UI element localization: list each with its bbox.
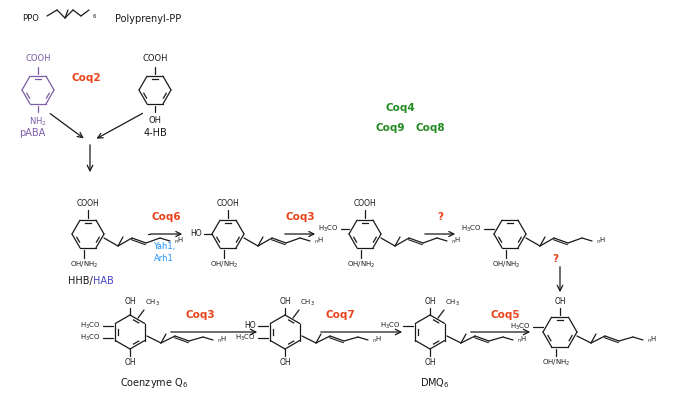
Text: $_{6}$: $_{6}$ xyxy=(92,12,98,21)
Text: $_n$H: $_n$H xyxy=(517,335,527,345)
Text: PPO: PPO xyxy=(22,14,39,23)
Text: COOH: COOH xyxy=(76,199,100,208)
Text: HO: HO xyxy=(244,322,256,330)
Text: OH: OH xyxy=(279,358,291,367)
Text: Coq3: Coq3 xyxy=(285,212,315,222)
Text: COOH: COOH xyxy=(25,54,50,63)
Text: HHB/: HHB/ xyxy=(68,276,93,286)
Text: Coq9: Coq9 xyxy=(375,123,404,133)
Text: OH/NH$_2$: OH/NH$_2$ xyxy=(542,358,570,368)
Text: 4-HB: 4-HB xyxy=(143,128,167,138)
Text: $_n$H: $_n$H xyxy=(314,236,324,246)
Text: H$_3$CO: H$_3$CO xyxy=(462,224,482,234)
Text: Arh1: Arh1 xyxy=(154,254,174,263)
Text: H$_3$CO: H$_3$CO xyxy=(381,321,401,331)
Text: OH: OH xyxy=(149,116,162,125)
Text: OH: OH xyxy=(279,297,291,306)
Text: HAB: HAB xyxy=(93,276,114,286)
Text: COOH: COOH xyxy=(354,199,376,208)
Text: $_n$H: $_n$H xyxy=(217,335,227,345)
Text: NH$_2$: NH$_2$ xyxy=(29,116,47,128)
Text: Coq4: Coq4 xyxy=(385,103,415,113)
Text: OH/NH$_2$: OH/NH$_2$ xyxy=(492,260,520,270)
Text: OH: OH xyxy=(124,358,136,367)
Text: Coenzyme Q$_6$: Coenzyme Q$_6$ xyxy=(120,376,188,390)
Text: OH: OH xyxy=(554,297,566,306)
Text: ?: ? xyxy=(437,212,443,222)
Text: DMQ$_6$: DMQ$_6$ xyxy=(420,376,450,390)
Text: $_n$H: $_n$H xyxy=(451,236,461,246)
Text: CH$_3$: CH$_3$ xyxy=(145,298,160,308)
Text: CH$_3$: CH$_3$ xyxy=(445,298,460,308)
Text: COOH: COOH xyxy=(217,199,239,208)
Text: Coq5: Coq5 xyxy=(490,310,520,320)
Text: Coq8: Coq8 xyxy=(415,123,445,133)
Text: HO: HO xyxy=(190,229,202,239)
Text: OH/NH$_2$: OH/NH$_2$ xyxy=(210,260,238,270)
Text: Yah1,: Yah1, xyxy=(153,242,175,251)
Text: OH: OH xyxy=(424,358,436,367)
Text: H$_3$CO: H$_3$CO xyxy=(235,333,256,343)
Text: H$_3$CO: H$_3$CO xyxy=(510,322,531,332)
Text: $_n$H: $_n$H xyxy=(596,236,606,246)
Text: $_n$H: $_n$H xyxy=(647,335,657,345)
Text: Coq2: Coq2 xyxy=(72,73,102,83)
Text: ?: ? xyxy=(552,254,558,264)
Text: H$_3$CO: H$_3$CO xyxy=(318,224,339,234)
Text: H$_3$CO: H$_3$CO xyxy=(80,333,101,343)
Text: COOH: COOH xyxy=(143,54,168,63)
Text: Coq3: Coq3 xyxy=(186,310,215,320)
Text: OH/NH$_2$: OH/NH$_2$ xyxy=(70,260,98,270)
Text: Polyprenyl-PP: Polyprenyl-PP xyxy=(115,14,181,24)
Text: H$_3$CO: H$_3$CO xyxy=(80,321,101,331)
Text: $_n$H: $_n$H xyxy=(174,236,184,246)
Text: OH: OH xyxy=(424,297,436,306)
Text: $_n$H: $_n$H xyxy=(372,335,382,345)
Text: Coq7: Coq7 xyxy=(325,310,355,320)
Text: OH/NH$_2$: OH/NH$_2$ xyxy=(347,260,375,270)
Text: OH: OH xyxy=(124,297,136,306)
Text: pABA: pABA xyxy=(19,128,45,138)
Text: Coq6: Coq6 xyxy=(151,212,181,222)
Text: CH$_3$: CH$_3$ xyxy=(300,298,315,308)
